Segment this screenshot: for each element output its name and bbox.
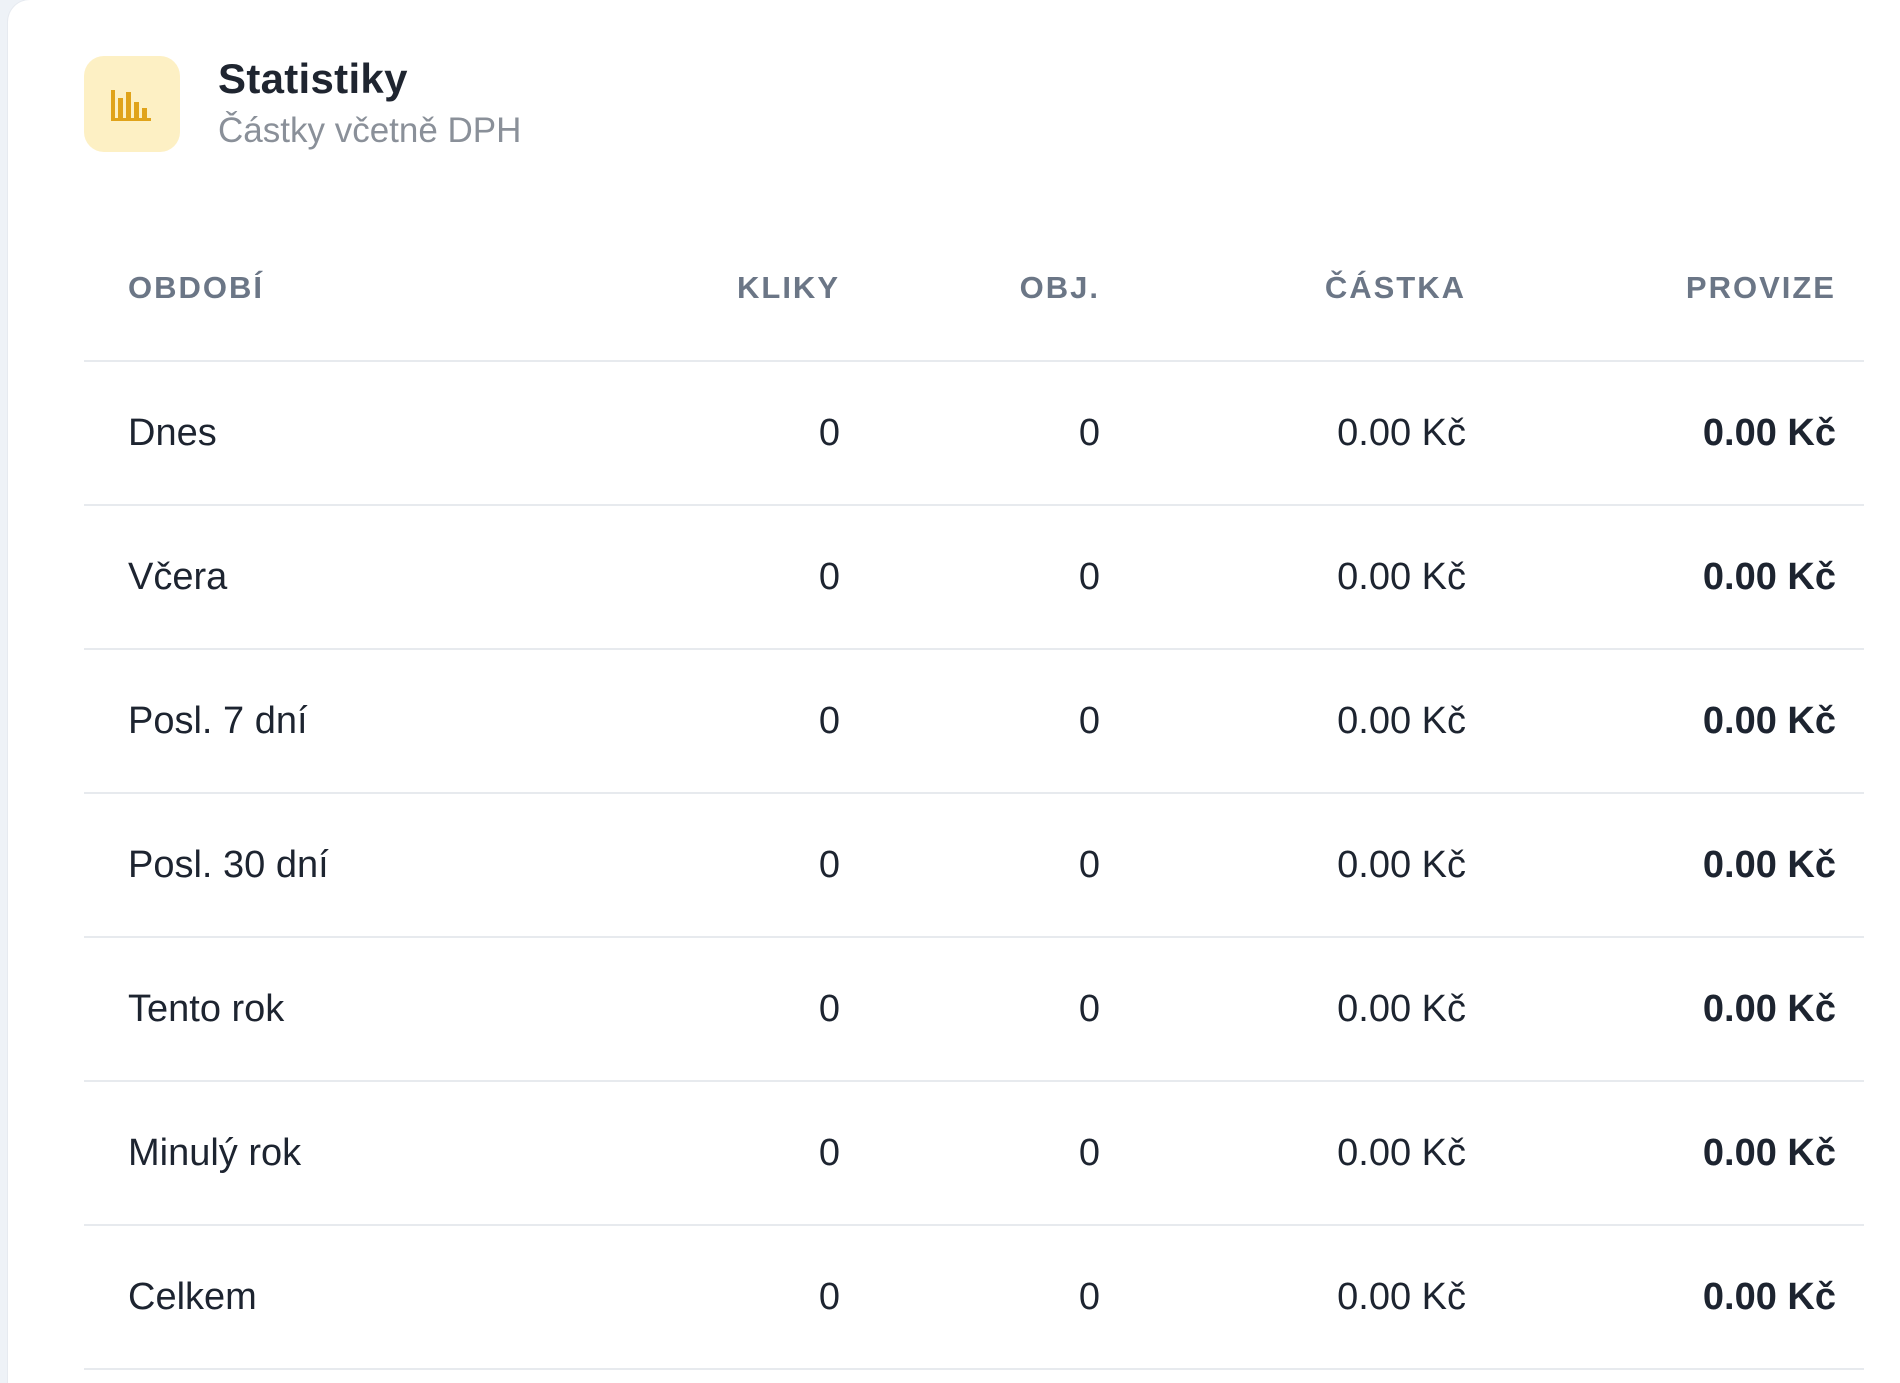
statistics-table: OBDOBÍ KLIKY OBJ. ČÁSTKA PROVIZE Dnes 0 … [84,216,1864,1370]
column-header-clicks: KLIKY [737,270,840,305]
commission-cell: 0.00 Kč [1702,1275,1836,1318]
clicks-cell: 0 [818,699,840,742]
table-row: Dnes 0 0 0.00 Kč 0.00 Kč [84,362,1864,506]
commission-cell: 0.00 Kč [1702,1131,1836,1174]
amount-cell: 0.00 Kč [1337,1275,1466,1318]
amount-cell: 0.00 Kč [1337,1131,1466,1174]
period-cell: Posl. 30 dní [128,843,329,886]
commission-cell: 0.00 Kč [1702,843,1836,886]
table-row: Minulý rok 0 0 0.00 Kč 0.00 Kč [84,1082,1864,1226]
statistics-card: Statistiky Částky včetně DPH OBDOBÍ KLIK… [8,0,1900,1383]
orders-cell: 0 [1078,555,1100,598]
card-title: Statistiky [218,55,408,102]
orders-cell: 0 [1078,987,1100,1030]
clicks-cell: 0 [818,1275,840,1318]
commission-cell: 0.00 Kč [1702,699,1836,742]
orders-cell: 0 [1078,699,1100,742]
amount-cell: 0.00 Kč [1337,699,1466,742]
table-row: Tento rok 0 0 0.00 Kč 0.00 Kč [84,938,1864,1082]
table-row: Posl. 30 dní 0 0 0.00 Kč 0.00 Kč [84,794,1864,938]
commission-cell: 0.00 Kč [1702,987,1836,1030]
commission-cell: 0.00 Kč [1702,411,1836,454]
amount-cell: 0.00 Kč [1337,411,1466,454]
column-header-amount: ČÁSTKA [1324,270,1466,305]
clicks-cell: 0 [818,987,840,1030]
orders-cell: 0 [1078,411,1100,454]
table-row: Posl. 7 dní 0 0 0.00 Kč 0.00 Kč [84,650,1864,794]
table-row: Celkem 0 0 0.00 Kč 0.00 Kč [84,1226,1864,1370]
orders-cell: 0 [1078,1131,1100,1174]
period-cell: Posl. 7 dní [128,699,308,742]
card-subtitle: Částky včetně DPH [218,111,522,150]
column-header-period: OBDOBÍ [128,270,264,305]
amount-cell: 0.00 Kč [1337,987,1466,1030]
period-cell: Tento rok [128,987,285,1030]
commission-cell: 0.00 Kč [1702,555,1836,598]
amount-cell: 0.00 Kč [1337,843,1466,886]
column-header-commission: PROVIZE [1685,270,1836,305]
period-cell: Včera [128,555,228,598]
orders-cell: 0 [1078,843,1100,886]
period-cell: Celkem [128,1275,257,1318]
orders-cell: 0 [1078,1275,1100,1318]
card-header: Statistiky Částky včetně DPH [84,54,521,154]
table-row: Včera 0 0 0.00 Kč 0.00 Kč [84,506,1864,650]
column-header-orders: OBJ. [1019,270,1100,305]
clicks-cell: 0 [818,843,840,886]
clicks-cell: 0 [818,555,840,598]
period-cell: Minulý rok [128,1131,302,1174]
clicks-cell: 0 [818,411,840,454]
clicks-cell: 0 [818,1131,840,1174]
bar-chart-icon [84,56,180,152]
amount-cell: 0.00 Kč [1337,555,1466,598]
table-header-row: OBDOBÍ KLIKY OBJ. ČÁSTKA PROVIZE [84,216,1864,362]
period-cell: Dnes [128,411,217,454]
